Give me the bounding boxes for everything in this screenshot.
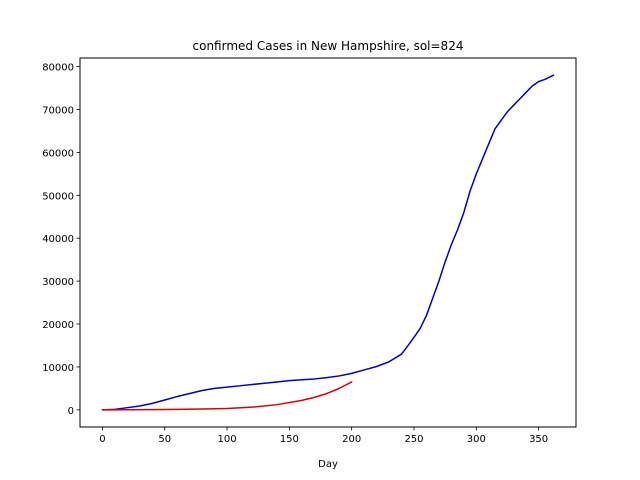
plot-frame (79, 57, 577, 428)
x-tick-label: 100 (218, 434, 237, 445)
plot-lines (101, 74, 555, 411)
x-axis-label: Day (318, 459, 338, 470)
x-tick-label: 150 (280, 434, 299, 445)
series-line-model (101, 381, 353, 411)
x-axis-ticks: 0 50 100 150 200 250 300 350 (99, 427, 548, 445)
x-tick-label: 300 (467, 434, 486, 445)
series-line-confirmed (101, 74, 555, 411)
x-tick-label: 200 (342, 434, 361, 445)
x-tick-label: 350 (529, 434, 548, 445)
chart-title: confirmed Cases in New Hampshire, sol=82… (193, 39, 464, 53)
y-tick-label: 60000 (42, 148, 74, 159)
y-tick-label: 70000 (42, 105, 74, 116)
y-tick-label: 30000 (42, 277, 74, 288)
y-tick-label: 10000 (42, 363, 74, 374)
y-tick-label: 80000 (42, 63, 74, 74)
y-axis-ticks: 0 10000 20000 30000 40000 50000 60000 70000 8000… (42, 63, 80, 417)
y-tick-label: 40000 (42, 234, 74, 245)
y-tick-label: 50000 (42, 191, 74, 202)
y-tick-label: 0 (68, 406, 74, 417)
x-tick-label: 50 (158, 434, 171, 445)
y-tick-label: 20000 (42, 320, 74, 331)
x-tick-label: 250 (404, 434, 423, 445)
x-tick-label: 0 (99, 434, 105, 445)
